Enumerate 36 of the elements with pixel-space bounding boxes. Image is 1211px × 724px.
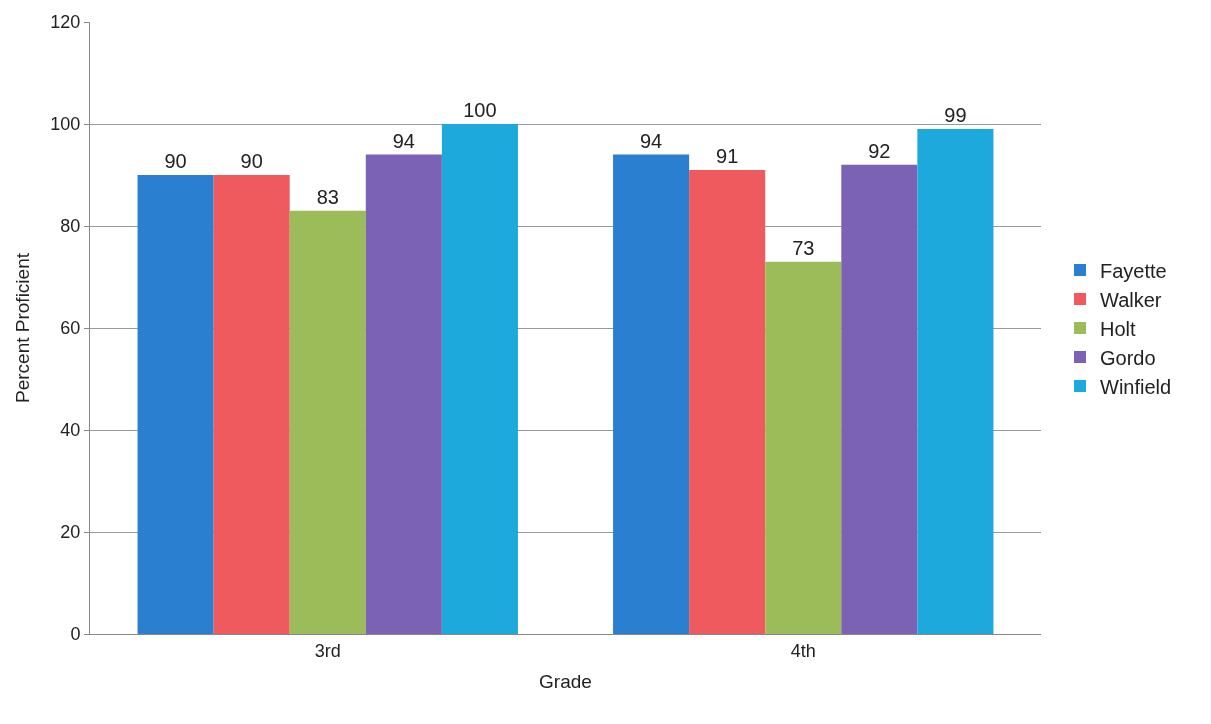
data-label: 83 [316,185,339,208]
bar [137,175,214,634]
data-label: 94 [392,129,415,152]
bar [213,175,290,634]
bar [841,164,918,634]
y-tick-label: 0 [70,624,81,645]
y-tick-label: 100 [50,114,81,135]
bar [365,154,442,634]
data-label: 90 [240,150,263,172]
bar [917,129,994,634]
legend-label: Fayette [1100,259,1167,282]
y-tick-label: 80 [60,216,81,237]
data-label: 94 [639,129,663,152]
data-label: 90 [164,150,187,172]
bar [689,169,766,634]
legend-label: Walker [1100,288,1162,311]
data-label: 73 [792,236,815,259]
bar [765,261,842,634]
x-tick-label: 3rd [314,640,341,661]
data-label: 99 [944,104,967,127]
legend-label: Gordo [1100,346,1156,369]
bar [441,124,518,634]
legend-label: Holt [1100,317,1137,340]
x-axis-title: Grade [539,671,592,693]
bar [613,154,690,634]
y-tick-label: 120 [50,12,81,33]
data-label: 91 [716,144,739,167]
y-tick-label: 60 [60,318,81,339]
data-label: 92 [868,139,891,162]
x-tick-label: 4th [790,640,816,661]
data-label: 100 [463,99,497,121]
legend-label: Winfield [1100,375,1172,398]
y-tick-label: 20 [60,522,81,543]
y-tick-label: 40 [60,420,81,441]
bar [289,210,366,634]
y-axis-title: Percent Proficient [12,252,34,403]
